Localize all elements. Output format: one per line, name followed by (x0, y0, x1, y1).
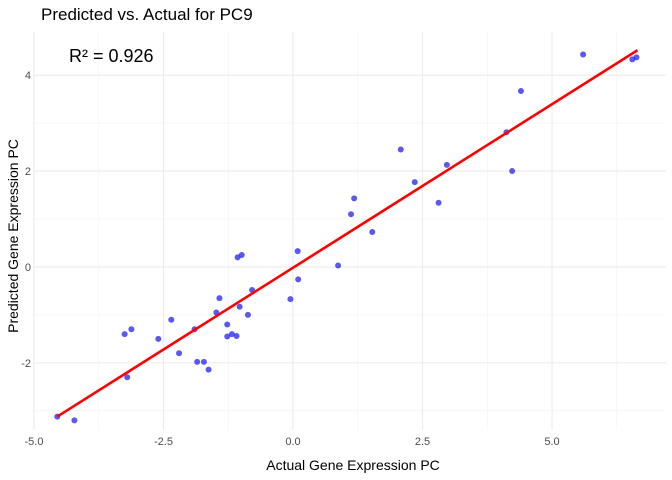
y-axis-title: Predicted Gene Expression PC (5, 139, 21, 333)
data-point (348, 211, 355, 218)
data-point (443, 161, 450, 168)
data-point (71, 417, 78, 424)
data-point (295, 276, 302, 283)
grid (33, 32, 666, 430)
data-point (411, 179, 418, 186)
data-point (335, 262, 342, 269)
data-point (238, 251, 245, 258)
data-point (194, 358, 201, 365)
data-point (121, 331, 128, 338)
x-tick-label: -2.5 (154, 436, 173, 448)
data-point (205, 366, 212, 373)
data-point (633, 54, 640, 61)
data-point (233, 333, 240, 340)
data-point (236, 303, 243, 310)
data-point (224, 321, 231, 328)
data-point (176, 350, 183, 357)
x-tick-label: 2.5 (415, 436, 430, 448)
data-points (54, 51, 640, 424)
regression-line-group (56, 49, 639, 418)
y-axis-ticks: -2 0 2 4 (21, 70, 31, 370)
data-point (287, 296, 294, 303)
data-point (216, 295, 223, 302)
x-tick-label: 5.0 (544, 436, 559, 448)
data-point (224, 333, 231, 340)
x-axis-ticks: -5.0 -2.5 0.0 2.5 5.0 (25, 436, 560, 448)
y-tick-label: 4 (25, 70, 31, 82)
data-point (397, 146, 404, 153)
data-point (124, 374, 131, 381)
data-point (509, 168, 516, 175)
r-squared-annotation: R² = 0.926 (69, 46, 154, 66)
data-point (294, 248, 301, 255)
y-tick-label: 0 (25, 262, 31, 274)
data-point (168, 316, 175, 323)
y-tick-label: 2 (25, 166, 31, 178)
data-point (244, 311, 251, 318)
data-point (517, 87, 524, 94)
chart-title: Predicted vs. Actual for PC9 (41, 5, 253, 24)
x-tick-label: 0.0 (285, 436, 300, 448)
data-point (351, 195, 358, 202)
data-point (155, 335, 162, 342)
data-point (200, 358, 207, 365)
regression-line (56, 49, 639, 418)
data-point (369, 228, 376, 235)
data-point (128, 326, 135, 333)
data-point (435, 199, 442, 206)
x-tick-label: -5.0 (25, 436, 44, 448)
x-axis-title: Actual Gene Expression PC (266, 457, 440, 473)
data-point (580, 51, 587, 58)
y-tick-label: -2 (21, 358, 31, 370)
data-point (228, 331, 235, 338)
